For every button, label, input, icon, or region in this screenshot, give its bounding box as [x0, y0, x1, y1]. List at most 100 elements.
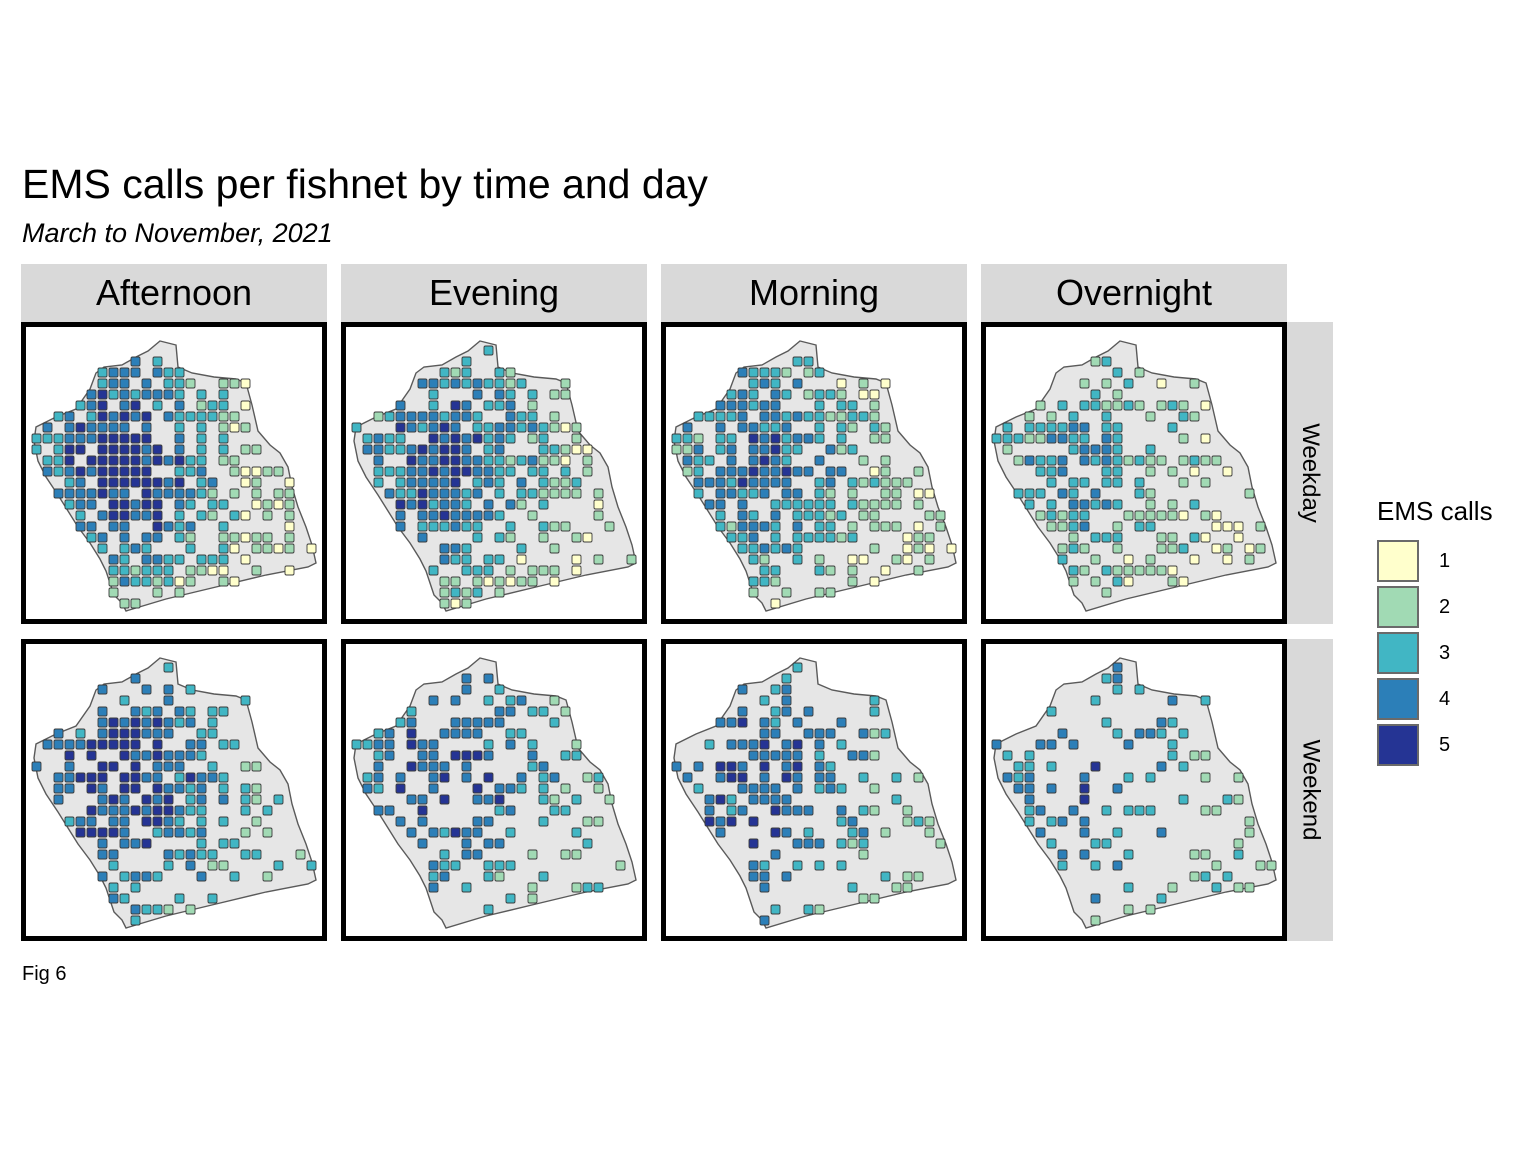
- fishnet-cell: [406, 794, 417, 805]
- fishnet-cell: [428, 739, 439, 750]
- fishnet-cell: [42, 455, 53, 466]
- fishnet-cell: [439, 543, 450, 554]
- fishnet-cell: [1123, 378, 1134, 389]
- fishnet-cell: [770, 728, 781, 739]
- fishnet-cell: [1189, 532, 1200, 543]
- fishnet-cell: [781, 706, 792, 717]
- fishnet-cell: [836, 466, 847, 477]
- fishnet-cell: [759, 466, 770, 477]
- fishnet-cell: [1222, 543, 1233, 554]
- fishnet-cell: [439, 444, 450, 455]
- fishnet-cell: [1101, 400, 1112, 411]
- fishnet-cell: [924, 543, 935, 554]
- fishnet-cell: [858, 510, 869, 521]
- fishnet-cell: [1057, 554, 1068, 565]
- fishnet-cell: [406, 717, 417, 728]
- fishnet-cell: [1079, 444, 1090, 455]
- fishnet-cell: [792, 356, 803, 367]
- fishnet-cell: [825, 488, 836, 499]
- fishnet-cell: [119, 576, 130, 587]
- fishnet-cell: [1112, 433, 1123, 444]
- fishnet-cell: [505, 400, 516, 411]
- fishnet-cell: [715, 827, 726, 838]
- fishnet-cell: [924, 532, 935, 543]
- fishnet-cell: [792, 739, 803, 750]
- fishnet-cell: [108, 728, 119, 739]
- fishnet-cell: [1046, 411, 1057, 422]
- fishnet-cell: [406, 499, 417, 510]
- fishnet-cell: [130, 543, 141, 554]
- fishnet-cell: [174, 400, 185, 411]
- fishnet-cell: [141, 816, 152, 827]
- fishnet-cell: [494, 389, 505, 400]
- fishnet-cell: [152, 783, 163, 794]
- fishnet-cell: [560, 849, 571, 860]
- fishnet-cell: [1035, 422, 1046, 433]
- fishnet-cell: [97, 728, 108, 739]
- fishnet-cell: [847, 827, 858, 838]
- fishnet-cell: [770, 389, 781, 400]
- fishnet-cell: [417, 444, 428, 455]
- fishnet-cell: [1035, 455, 1046, 466]
- fishnet-cell: [450, 477, 461, 488]
- fishnet-cell: [86, 455, 97, 466]
- fishnet-cell: [1178, 576, 1189, 587]
- legend-label-3: 3: [1439, 641, 1451, 664]
- fishnet-cell: [483, 816, 494, 827]
- fishnet-cell: [1189, 455, 1200, 466]
- fishnet-cell: [1090, 893, 1101, 904]
- fishnet-cell: [395, 717, 406, 728]
- fishnet-cell: [130, 356, 141, 367]
- fishnet-cell: [748, 400, 759, 411]
- fishnet-cell: [417, 532, 428, 543]
- fishnet-cell: [737, 761, 748, 772]
- fishnet-cell: [207, 411, 218, 422]
- fishnet-cell: [472, 510, 483, 521]
- fishnet-cell: [1068, 477, 1079, 488]
- fishnet-cell: [1167, 422, 1178, 433]
- fishnet-cell: [196, 772, 207, 783]
- fishnet-cell: [152, 389, 163, 400]
- fishnet-cell: [119, 543, 130, 554]
- fishnet-cell: [704, 477, 715, 488]
- fishnet-cell: [174, 893, 185, 904]
- fishnet-cell: [505, 455, 516, 466]
- fishnet-cell: [450, 521, 461, 532]
- fishnet-cell: [108, 499, 119, 510]
- fishnet-cell: [538, 466, 549, 477]
- fishnet-cell: [1046, 422, 1057, 433]
- fishnet-cell: [196, 816, 207, 827]
- fishnet-cell: [748, 422, 759, 433]
- fishnet-cell: [97, 444, 108, 455]
- fishnet-cell: [582, 882, 593, 893]
- fishnet-cell: [130, 871, 141, 882]
- fishnet-cell: [1112, 684, 1123, 695]
- fishnet-cell: [185, 455, 196, 466]
- fishnet-cell: [1145, 510, 1156, 521]
- fishnet-cell: [1112, 576, 1123, 587]
- fishnet-cell: [163, 488, 174, 499]
- fishnet-cell: [737, 466, 748, 477]
- fishnet-cell: [836, 422, 847, 433]
- fishnet-cell: [450, 576, 461, 587]
- fishnet-cell: [869, 411, 880, 422]
- fishnet-cell: [538, 816, 549, 827]
- fishnet-cell: [417, 466, 428, 477]
- fishnet-cell: [108, 805, 119, 816]
- legend-key-1: [1377, 540, 1419, 582]
- fishnet-cell: [571, 565, 582, 576]
- fishnet-cell: [571, 849, 582, 860]
- fishnet-cell: [461, 411, 472, 422]
- fishnet-cell: [1046, 783, 1057, 794]
- fishnet-cell: [1024, 488, 1035, 499]
- fishnet-cell: [1145, 455, 1156, 466]
- fishnet-cell: [1112, 728, 1123, 739]
- fishnet-cell: [737, 488, 748, 499]
- fishnet-cell: [1046, 466, 1057, 477]
- fishnet-cell: [483, 838, 494, 849]
- fishnet-cell: [86, 521, 97, 532]
- fishnet-cell: [715, 521, 726, 532]
- fishnet-cell: [1112, 783, 1123, 794]
- fishnet-cell: [152, 871, 163, 882]
- fishnet-cell: [119, 510, 130, 521]
